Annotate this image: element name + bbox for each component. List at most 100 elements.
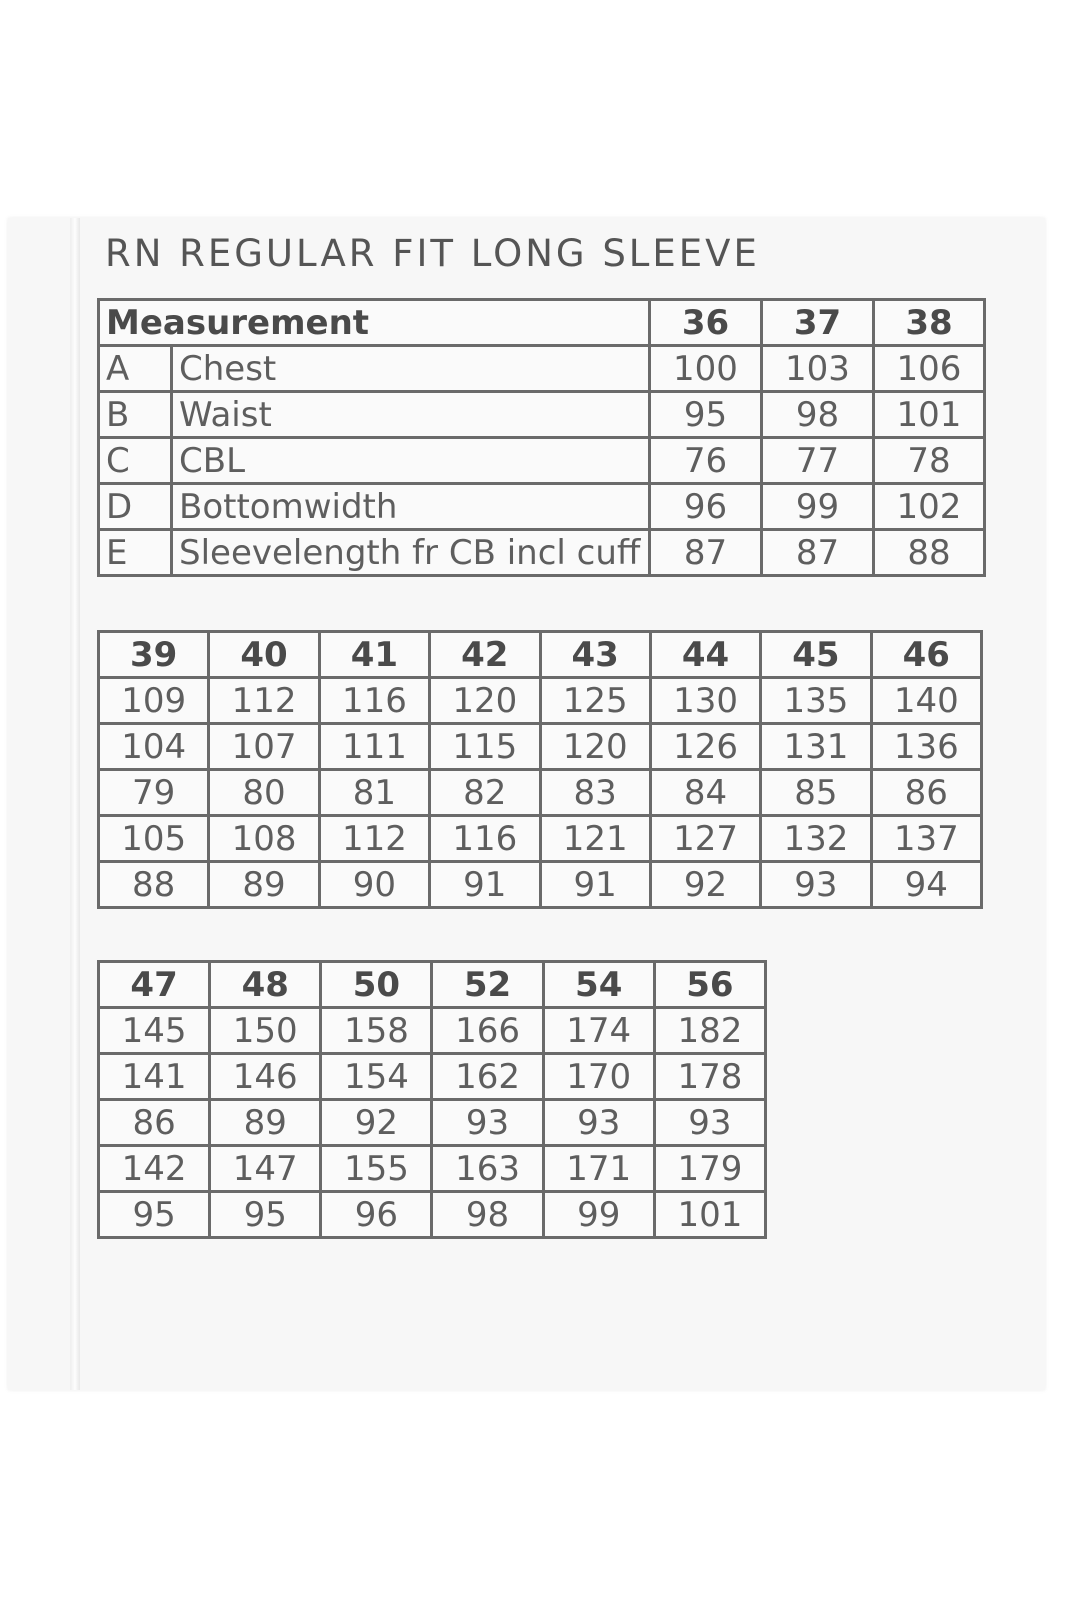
- value-cell: 88: [872, 528, 986, 577]
- value-cell: 93: [759, 860, 873, 909]
- value-cell: 90: [317, 860, 432, 909]
- value-cell: 101: [652, 1190, 768, 1239]
- measurement-code: B: [97, 390, 173, 439]
- measurement-header: Measurement: [97, 298, 651, 347]
- value-cell: 101: [872, 390, 986, 439]
- value-cell: 136: [869, 722, 984, 771]
- size-header: 54: [541, 960, 656, 1009]
- size-table-1: Measurement 36 37 38 A Chest 100 103 106 B Waist 95…: [97, 298, 986, 577]
- value-cell: 127: [648, 814, 763, 863]
- value-cell: 116: [317, 676, 432, 725]
- measurement-name: Waist: [170, 390, 651, 439]
- value-cell: 142: [96, 1144, 212, 1193]
- value-cell: 155: [319, 1144, 434, 1193]
- measurement-code: C: [97, 436, 173, 485]
- value-cell: 87: [760, 528, 875, 577]
- measurement-row: 141 146 154 162 170 178: [96, 1052, 768, 1101]
- size-header: 50: [319, 960, 434, 1009]
- value-cell: 78: [872, 436, 986, 485]
- value-cell: 96: [319, 1190, 434, 1239]
- value-cell: 112: [317, 814, 432, 863]
- measurement-row: B Waist 95 98 101: [97, 390, 986, 439]
- value-cell: 79: [96, 768, 211, 817]
- value-cell: 85: [759, 768, 873, 817]
- size-header: 43: [538, 630, 652, 679]
- value-cell: 108: [207, 814, 321, 863]
- value-cell: 109: [96, 676, 211, 725]
- value-cell: 84: [648, 768, 763, 817]
- measurement-row: C CBL 76 77 78: [97, 436, 986, 485]
- measurement-row: 142 147 155 163 171 179: [96, 1144, 768, 1193]
- value-cell: 154: [319, 1052, 434, 1101]
- value-cell: 76: [648, 436, 763, 485]
- value-cell: 131: [759, 722, 873, 771]
- value-cell: 82: [428, 768, 542, 817]
- measurement-row: D Bottomwidth 96 99 102: [97, 482, 986, 531]
- value-cell: 107: [207, 722, 321, 771]
- value-cell: 99: [541, 1190, 656, 1239]
- value-cell: 146: [208, 1052, 323, 1101]
- size-header: 44: [648, 630, 763, 679]
- value-cell: 121: [538, 814, 652, 863]
- value-cell: 163: [430, 1144, 545, 1193]
- value-cell: 120: [538, 722, 652, 771]
- value-cell: 147: [208, 1144, 323, 1193]
- value-cell: 135: [759, 676, 873, 725]
- value-cell: 89: [207, 860, 321, 909]
- value-cell: 162: [430, 1052, 545, 1101]
- size-header: 41: [317, 630, 432, 679]
- value-cell: 112: [207, 676, 321, 725]
- value-cell: 115: [428, 722, 542, 771]
- measurement-code: A: [97, 344, 173, 393]
- value-cell: 89: [208, 1098, 323, 1147]
- value-cell: 174: [541, 1006, 656, 1055]
- value-cell: 170: [541, 1052, 656, 1101]
- measurement-row: 104 107 111 115 120 126 131 136: [96, 722, 984, 771]
- value-cell: 93: [430, 1098, 545, 1147]
- value-cell: 86: [869, 768, 984, 817]
- value-cell: 98: [760, 390, 875, 439]
- value-cell: 98: [430, 1190, 545, 1239]
- value-cell: 141: [96, 1052, 212, 1101]
- value-cell: 132: [759, 814, 873, 863]
- value-cell: 102: [872, 482, 986, 531]
- value-cell: 171: [541, 1144, 656, 1193]
- measurement-row: E Sleevelength fr CB incl cuff 87 87 88: [97, 528, 986, 577]
- value-cell: 91: [428, 860, 542, 909]
- measurement-name: Bottomwidth: [170, 482, 651, 531]
- value-cell: 178: [652, 1052, 768, 1101]
- value-cell: 145: [96, 1006, 212, 1055]
- value-cell: 130: [648, 676, 763, 725]
- value-cell: 100: [648, 344, 763, 393]
- value-cell: 80: [207, 768, 321, 817]
- value-cell: 120: [428, 676, 542, 725]
- size-header-row: 47 48 50 52 54 56: [96, 960, 768, 1009]
- size-header: 37: [760, 298, 875, 347]
- size-header: 47: [96, 960, 212, 1009]
- value-cell: 166: [430, 1006, 545, 1055]
- size-header: 56: [652, 960, 768, 1009]
- value-cell: 126: [648, 722, 763, 771]
- measurement-row: 88 89 90 91 91 92 93 94: [96, 860, 984, 909]
- value-cell: 93: [541, 1098, 656, 1147]
- value-cell: 105: [96, 814, 211, 863]
- value-cell: 158: [319, 1006, 434, 1055]
- measurement-name: Chest: [170, 344, 651, 393]
- size-header: 48: [208, 960, 323, 1009]
- value-cell: 87: [648, 528, 763, 577]
- measurement-row: 109 112 116 120 125 130 135 140: [96, 676, 984, 725]
- paper-fold: [70, 218, 80, 1390]
- measurement-row: 105 108 112 116 121 127 132 137: [96, 814, 984, 863]
- size-header: 45: [759, 630, 873, 679]
- value-cell: 179: [652, 1144, 768, 1193]
- size-header-row: 39 40 41 42 43 44 45 46: [96, 630, 984, 679]
- value-cell: 92: [319, 1098, 434, 1147]
- size-header: 39: [96, 630, 211, 679]
- value-cell: 77: [760, 436, 875, 485]
- value-cell: 116: [428, 814, 542, 863]
- measurement-name: Sleevelength fr CB incl cuff: [170, 528, 651, 577]
- measurement-row: 79 80 81 82 83 84 85 86: [96, 768, 984, 817]
- size-header: 40: [207, 630, 321, 679]
- value-cell: 94: [869, 860, 984, 909]
- value-cell: 125: [538, 676, 652, 725]
